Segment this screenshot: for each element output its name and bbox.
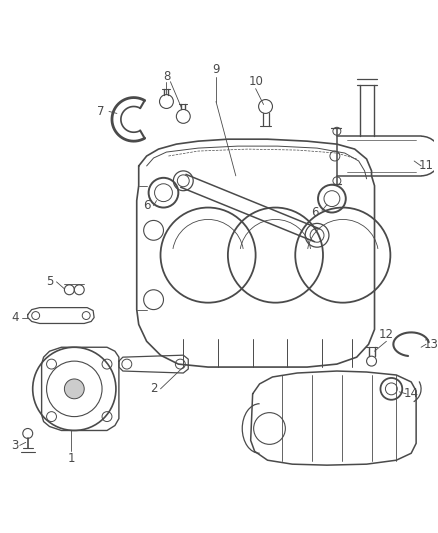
- Text: 2: 2: [150, 382, 157, 395]
- Text: 12: 12: [379, 328, 394, 341]
- Text: 14: 14: [404, 387, 419, 400]
- Text: 10: 10: [248, 75, 263, 88]
- Text: 6: 6: [311, 206, 319, 219]
- Text: 8: 8: [163, 70, 170, 83]
- Text: 4: 4: [11, 311, 18, 324]
- Text: 7: 7: [97, 105, 105, 118]
- Circle shape: [64, 379, 84, 399]
- Text: 13: 13: [424, 338, 438, 351]
- Text: 3: 3: [11, 439, 18, 452]
- Text: 5: 5: [46, 276, 53, 288]
- Text: 9: 9: [212, 63, 220, 76]
- Text: 11: 11: [419, 159, 434, 173]
- Text: 1: 1: [67, 452, 75, 465]
- Text: 6: 6: [143, 199, 150, 212]
